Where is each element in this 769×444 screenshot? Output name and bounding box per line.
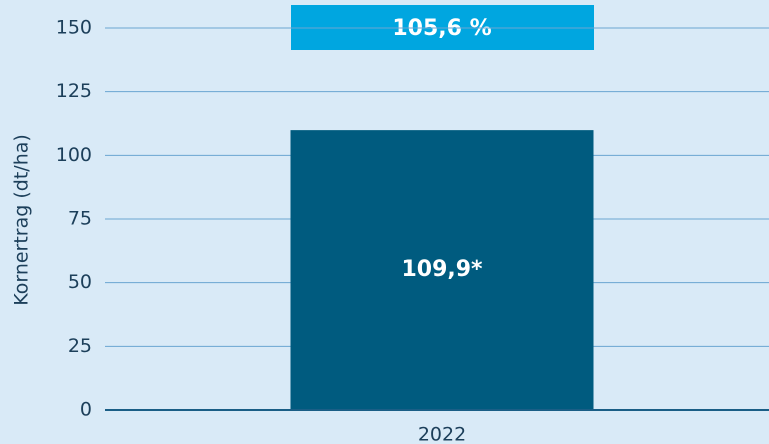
y-tick-label: 100 (56, 144, 92, 166)
y-tick-label: 150 (56, 17, 92, 39)
y-tick-label: 0 (80, 399, 92, 421)
y-tick-label: 25 (68, 335, 92, 357)
x-tick-label: 2022 (418, 424, 466, 444)
annotation-box (291, 5, 594, 50)
y-axis-label: Kornertrag (dt/ha) (11, 134, 33, 306)
y-tick-label: 50 (68, 271, 92, 293)
y-tick-label: 75 (68, 208, 92, 230)
value-label: 109,9* (401, 257, 483, 282)
y-tick-label: 125 (56, 80, 92, 102)
bar (290, 130, 594, 410)
